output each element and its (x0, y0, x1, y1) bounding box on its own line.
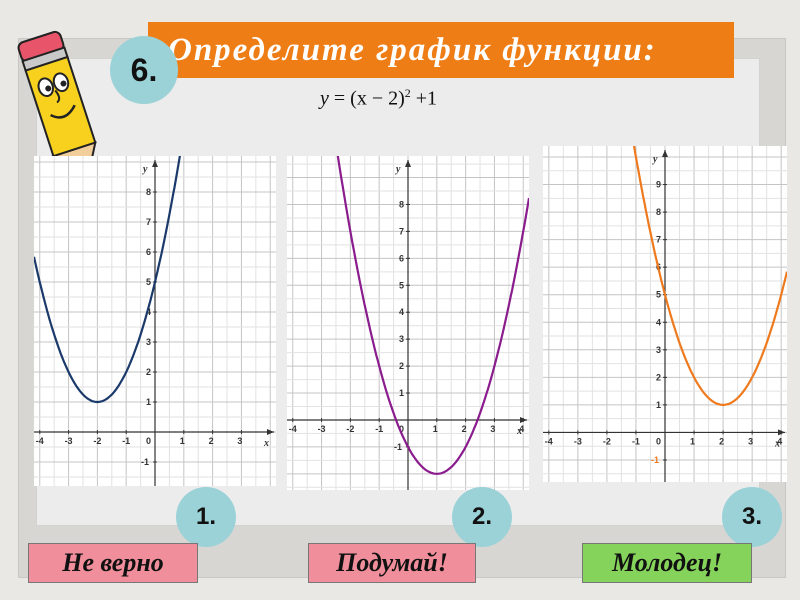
y-axis-label: y (652, 154, 658, 165)
x-tick-label: 4 (519, 424, 524, 434)
y-tick-label: 3 (146, 337, 151, 347)
x-axis-label: x (774, 438, 780, 449)
graph-1[interactable]: x y -4 -3 -2 -1 0 1 2 3 -1 1 2 3 4 5 6 7 8 (34, 156, 276, 486)
y-tick-label: 6 (146, 247, 151, 257)
x-tick-label: 1 (690, 436, 695, 446)
graph-2-number-badge[interactable]: 2. (452, 487, 512, 547)
y-tick-label: 2 (399, 361, 404, 371)
y-axis-arrow (662, 150, 668, 157)
graph-2-plot: x y -4 -3 -2 -1 0 1 2 3 4 -1 1 2 3 4 5 6 7 8 (287, 156, 529, 490)
x-axis-label: x (516, 426, 522, 437)
graph-3-number-badge[interactable]: 3. (722, 487, 782, 547)
y-tick-label: -1 (651, 455, 659, 465)
x-axis-arrow (267, 429, 274, 435)
y-tick-label: 3 (399, 334, 404, 344)
formula-rest: +1 (415, 87, 438, 110)
x-tick-label: 2 (719, 436, 724, 446)
graph-3[interactable]: x y -4 -3 -2 -1 0 1 2 3 4 -1 1 2 3 4 5 6 7 8 9 (543, 146, 787, 482)
task-number-badge: 6. (110, 36, 178, 104)
x-tick-label: -3 (318, 424, 326, 434)
y-tick-label: 8 (399, 199, 404, 209)
graph-1-number-badge[interactable]: 1. (176, 487, 236, 547)
y-tick-label: 1 (399, 388, 404, 398)
x-tick-label: 4 (777, 436, 782, 446)
x-tick-label: -2 (93, 436, 101, 446)
formula-exponent: 2 (404, 86, 411, 100)
y-axis-label: y (395, 164, 401, 175)
x-tick-label: -2 (603, 436, 611, 446)
x-tick-label: -1 (632, 436, 640, 446)
y-tick-label: 7 (399, 226, 404, 236)
x-tick-label: 0 (146, 436, 151, 446)
y-tick-label: 8 (656, 207, 661, 217)
y-tick-label: 4 (656, 317, 661, 327)
pencil-mascot-icon (17, 30, 97, 188)
y-axis-arrow (152, 160, 158, 167)
y-tick-label: 6 (399, 253, 404, 263)
x-tick-label: -2 (346, 424, 354, 434)
parabola-curve (336, 156, 529, 475)
y-axis-label: y (142, 164, 148, 175)
x-tick-label: -4 (545, 436, 553, 446)
graph-1-plot: x y -4 -3 -2 -1 0 1 2 3 -1 1 2 3 4 5 6 7 8 (34, 156, 276, 486)
y-tick-label: 7 (146, 217, 151, 227)
x-tick-label: 2 (462, 424, 467, 434)
grid (543, 146, 787, 482)
y-tick-label: 5 (146, 277, 151, 287)
x-tick-label: -1 (122, 436, 130, 446)
formula-lhs: y (320, 87, 329, 110)
y-tick-label: 1 (146, 397, 151, 407)
x-tick-label: -3 (65, 436, 73, 446)
slide-title: Определите график функции: (168, 32, 657, 68)
answer-label-3: Молодец! (582, 543, 752, 583)
formula-base: (x − 2) (350, 87, 405, 110)
y-tick-label: 3 (656, 345, 661, 355)
x-tick-label: 3 (490, 424, 495, 434)
answer-label-1: Не верно (28, 543, 198, 583)
x-tick-label: -4 (289, 424, 297, 434)
graph-2[interactable]: x y -4 -3 -2 -1 0 1 2 3 4 -1 1 2 3 4 5 6 7 8 (287, 156, 529, 490)
y-tick-label: 2 (146, 367, 151, 377)
x-tick-label: 2 (209, 436, 214, 446)
x-tick-label: 3 (748, 436, 753, 446)
x-tick-label: -1 (375, 424, 383, 434)
parabola-curve (34, 156, 181, 404)
y-axis-arrow (405, 160, 411, 167)
y-tick-label: 7 (656, 235, 661, 245)
function-formula: y = (x − 2)2 +1 (320, 86, 438, 110)
x-tick-label: -4 (36, 436, 44, 446)
y-tick-label: 4 (146, 307, 151, 317)
y-tick-label: 5 (399, 280, 404, 290)
y-tick-label: 9 (656, 180, 661, 190)
y-tick-label: -1 (394, 442, 402, 452)
y-tick-label: 5 (656, 290, 661, 300)
x-tick-label: 0 (656, 436, 661, 446)
x-tick-label: 1 (180, 436, 185, 446)
x-tick-label: 0 (399, 424, 404, 434)
x-tick-label: 1 (433, 424, 438, 434)
y-tick-label: 1 (656, 400, 661, 410)
y-tick-label: 2 (656, 372, 661, 382)
title-bar (148, 22, 734, 78)
y-tick-label: 4 (399, 307, 404, 317)
x-axis-label: x (263, 438, 269, 449)
parabola-curve (632, 146, 787, 406)
x-tick-label: 3 (237, 436, 242, 446)
x-tick-label: -3 (574, 436, 582, 446)
answer-label-2: Подумай! (308, 543, 476, 583)
y-tick-label: -1 (141, 457, 149, 467)
y-tick-label: 8 (146, 187, 151, 197)
